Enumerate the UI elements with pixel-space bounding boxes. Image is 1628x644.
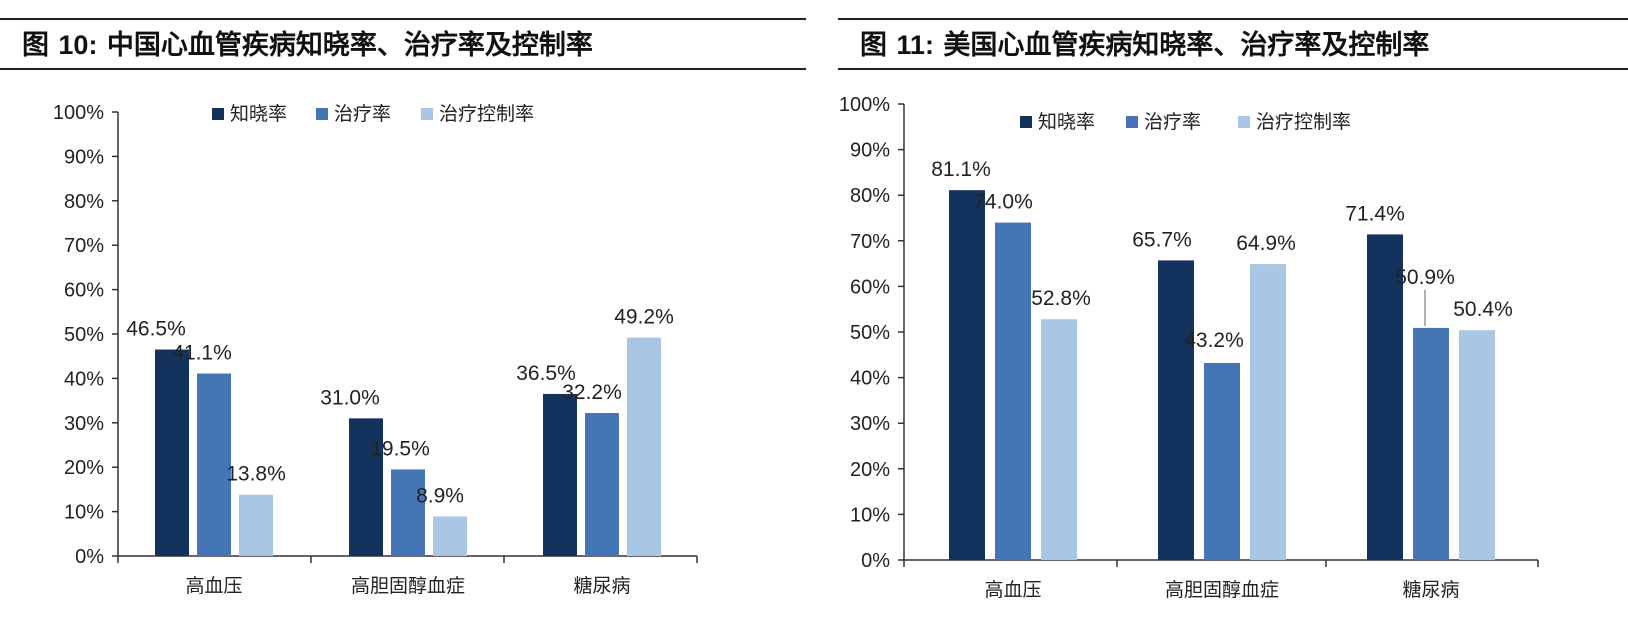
figure-11-panel: 图 11: 美国心血管疾病知晓率、治疗率及控制率 0% 10% 20% 30% 40% 5…	[838, 0, 1628, 644]
y-tick-label: 30%	[850, 413, 890, 435]
y-tick-label: 30%	[64, 413, 104, 435]
legend-swatch-control	[1238, 116, 1250, 128]
data-label-awareness: 81.1%	[931, 158, 991, 181]
figure-10-chart: 0% 10% 20% 30% 40% 50% 60% 70% 80% 90% 100% 高血压 高胆固醇…	[53, 102, 698, 597]
legend-label-control: 治疗控制率	[1256, 111, 1351, 133]
bar-treatment	[1413, 327, 1449, 560]
figure-10-title: 图 10: 中国心血管疾病知晓率、治疗率及控制率	[22, 28, 593, 63]
bar-control	[627, 337, 661, 556]
data-label-control: 52.8%	[1031, 287, 1091, 310]
figure-11-chart: 0% 10% 20% 30% 40% 50% 60% 70% 80% 90% 100% 高血压 高胆固醇…	[839, 94, 1539, 601]
bar-control	[433, 516, 467, 556]
data-label-control: 64.9%	[1236, 232, 1296, 255]
bar-treatment	[197, 373, 231, 556]
figure-11-title: 图 11: 美国心血管疾病知晓率、治疗率及控制率	[860, 28, 1429, 63]
legend-swatch-treatment	[316, 108, 328, 120]
bar-awareness	[1158, 260, 1194, 560]
bar-control	[1041, 319, 1077, 560]
y-tick-label: 80%	[850, 185, 890, 207]
figure-10-number: 10:	[58, 30, 98, 60]
data-label-control: 13.8%	[226, 463, 286, 486]
bar-treatment	[391, 469, 425, 556]
legend-swatch-awareness	[1020, 116, 1032, 128]
data-label-awareness: 36.5%	[516, 362, 576, 385]
y-tick-label: 0%	[861, 550, 890, 572]
bar-treatment	[585, 413, 619, 556]
y-tick-label: 70%	[850, 231, 890, 253]
y-tick-label: 10%	[850, 504, 890, 526]
category-label: 高血压	[984, 579, 1041, 601]
bar-awareness	[1367, 234, 1403, 560]
data-label-awareness: 31.0%	[320, 386, 380, 409]
bar-control	[239, 494, 273, 556]
data-label-treatment: 50.9%	[1395, 266, 1455, 289]
data-label-control: 8.9%	[416, 484, 464, 507]
legend-label-treatment: 治疗率	[1144, 111, 1201, 133]
category-label: 糖尿病	[1402, 579, 1459, 601]
y-tick-label: 100%	[53, 102, 104, 124]
y-tick-label: 60%	[64, 280, 104, 302]
legend-swatch-control	[421, 108, 433, 120]
legend-label-awareness: 知晓率	[1038, 111, 1095, 133]
y-tick-label: 20%	[64, 457, 104, 479]
category-label: 高血压	[185, 575, 242, 597]
figure-11-header: 图 11: 美国心血管疾病知晓率、治疗率及控制率	[838, 18, 1628, 70]
bar-control	[1459, 330, 1495, 560]
data-label-treatment: 32.2%	[562, 381, 622, 404]
category-label: 高胆固醇血症	[351, 575, 465, 597]
y-tick-label: 0%	[75, 546, 104, 568]
y-tick-label: 100%	[839, 94, 890, 116]
data-label-treatment: 41.1%	[172, 342, 232, 365]
y-tick-label: 50%	[850, 322, 890, 344]
legend-swatch-awareness	[212, 108, 224, 120]
legend-swatch-treatment	[1126, 116, 1138, 128]
figure-10-prefix: 图	[22, 30, 49, 61]
y-tick-label: 10%	[64, 502, 104, 524]
bar-awareness	[349, 418, 383, 556]
y-tick-label: 70%	[64, 235, 104, 257]
data-label-treatment: 19.5%	[370, 437, 430, 460]
y-tick-label: 80%	[64, 191, 104, 213]
y-tick-label: 40%	[850, 368, 890, 390]
figure-11-number: 11:	[896, 30, 934, 60]
figure-10-header: 图 10: 中国心血管疾病知晓率、治疗率及控制率	[0, 18, 806, 70]
bar-awareness	[543, 393, 577, 556]
bar-awareness	[155, 349, 189, 556]
figure-11-prefix: 图	[860, 30, 887, 61]
data-label-awareness: 46.5%	[126, 318, 186, 341]
y-tick-label: 20%	[850, 459, 890, 481]
figure-10-title-text: 中国心血管疾病知晓率、治疗率及控制率	[106, 30, 593, 61]
data-label-treatment: 74.0%	[973, 191, 1033, 214]
data-label-awareness: 71.4%	[1345, 202, 1405, 225]
legend-label-awareness: 知晓率	[230, 103, 287, 125]
data-label-awareness: 65.7%	[1132, 228, 1192, 251]
bar-treatment	[995, 222, 1031, 560]
data-label-treatment: 43.2%	[1184, 329, 1244, 352]
bar-treatment	[1204, 363, 1240, 560]
y-tick-label: 50%	[64, 324, 104, 346]
data-label-control: 49.2%	[614, 306, 674, 329]
figure-10-panel: 图 10: 中国心血管疾病知晓率、治疗率及控制率 0% 10% 20% 30% 40% 5…	[0, 0, 806, 644]
legend-label-control: 治疗控制率	[439, 103, 534, 125]
figure-11-title-text: 美国心血管疾病知晓率、治疗率及控制率	[943, 30, 1430, 61]
y-tick-label: 90%	[850, 140, 890, 162]
bar-control	[1250, 264, 1286, 560]
y-tick-label: 90%	[64, 146, 104, 168]
category-label: 糖尿病	[573, 575, 630, 597]
y-tick-label: 60%	[850, 276, 890, 298]
y-tick-label: 40%	[64, 368, 104, 390]
category-label: 高胆固醇血症	[1165, 579, 1279, 601]
data-label-control: 50.4%	[1453, 298, 1513, 321]
legend-label-treatment: 治疗率	[334, 103, 391, 125]
bar-awareness	[949, 190, 985, 560]
